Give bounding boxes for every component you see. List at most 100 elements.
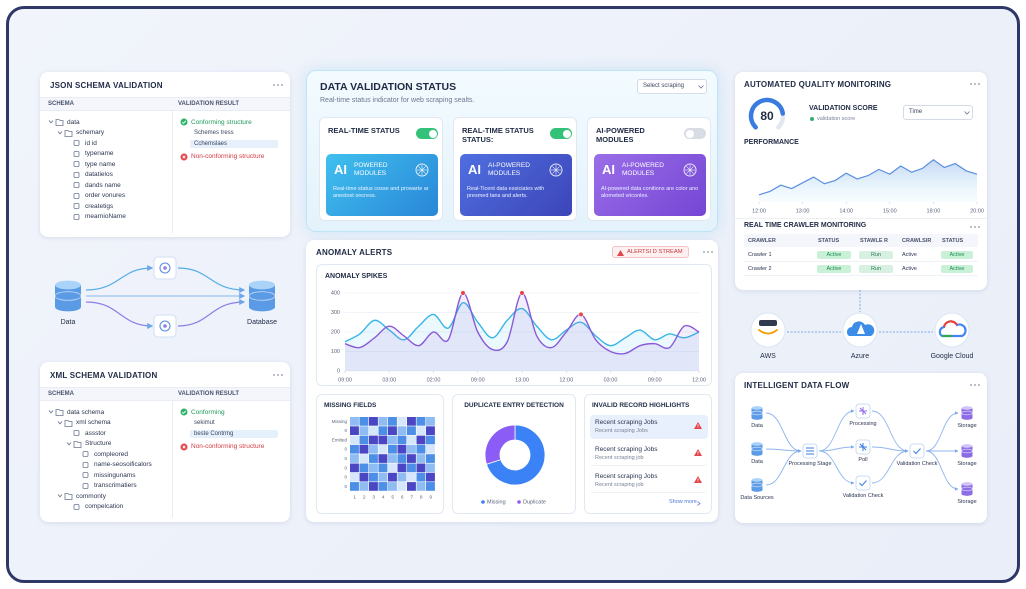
cylinder-top: [751, 406, 763, 410]
cylinder-body: [249, 285, 275, 307]
icon-ring: [683, 163, 697, 177]
menu-button[interactable]: [969, 383, 981, 387]
warning-icon: [694, 449, 702, 456]
tree-icon: [73, 503, 80, 510]
column-label: 2: [363, 495, 366, 501]
menu-button[interactable]: [969, 225, 981, 229]
card-title: REAL-TIME STATUS: [328, 126, 400, 135]
heatmap-cell: [397, 417, 407, 426]
heatmap-cell: [350, 482, 359, 491]
column-label: 4: [382, 495, 385, 501]
menu-button[interactable]: [272, 83, 284, 87]
status-pill: Active: [941, 265, 973, 273]
row-label: 0: [344, 465, 347, 470]
storage-node-icon: [961, 444, 973, 458]
card-title: AI-POWERED MODULES: [596, 126, 645, 145]
flow-edge: [871, 410, 909, 453]
menu-dot: [273, 84, 275, 86]
icon-circle: [180, 118, 188, 126]
result-item: sekimut: [194, 419, 215, 426]
tree-row: missingunams: [75, 470, 136, 480]
select-dropdown[interactable]: Select scraping: [637, 79, 707, 94]
tree-label: missingunams: [94, 471, 136, 479]
heatmap-cell: [416, 463, 426, 473]
warning-icon: [694, 422, 702, 429]
module-description: Real-time status cosse and prowarte ar a…: [333, 186, 429, 200]
cylinder-bottom: [961, 416, 973, 420]
record-item[interactable]: Recent scraping Jobs Recent scraping Jobs: [590, 415, 708, 439]
tree-row: createtigs: [66, 201, 113, 211]
result-row: Conforming: [180, 407, 225, 417]
heatmap-cell: [407, 463, 416, 473]
tree-row: compleored: [75, 449, 128, 459]
heatmap-cell: [416, 435, 426, 445]
performance-area: [759, 159, 977, 202]
x-tick-label: 02:00: [427, 377, 441, 383]
module-icon: [549, 163, 563, 177]
heatmap-cell: [359, 472, 369, 482]
menu-button[interactable]: [969, 82, 981, 86]
result-label: Conforming: [191, 408, 225, 416]
result-row: Conforming structure: [180, 117, 252, 127]
caret: [57, 494, 63, 498]
flow-node-label: Validation Check: [896, 461, 938, 467]
panel-title: ANOMALY ALERTS: [316, 248, 393, 257]
heatmap-cell: [388, 435, 397, 445]
anomaly-panel: ANOMALY ALERTS ALERTSI D STREAM ANOMALY SP…: [306, 240, 718, 522]
icon-ring: [415, 163, 429, 177]
x-tick-label: 12:00: [752, 208, 766, 214]
cylinder-body: [961, 446, 973, 456]
duplicates-card: DUPLICATE ENTRY DETECTION Missing Duplicat…: [452, 394, 576, 514]
heatmap-cell: [378, 426, 388, 435]
select-dropdown[interactable]: Time: [903, 105, 973, 120]
toggle-switch[interactable]: [550, 128, 572, 139]
tree-label: name-seosoificalors: [94, 461, 152, 468]
menu-button[interactable]: [272, 373, 284, 377]
leaf: [82, 472, 89, 478]
ok-icon: [180, 408, 188, 416]
x-tick-label: 09:00: [471, 377, 485, 383]
column-header: SCHEMA: [48, 101, 75, 107]
y-tick-label: 0: [337, 368, 340, 374]
cylinder-top: [961, 444, 973, 448]
tree-icon: [73, 430, 80, 436]
heatmap-cell: [359, 417, 369, 426]
status-card: REAL-TIME STATUS AI POWERED MODULES Real-ti…: [319, 117, 443, 221]
json-schema-panel: JSON SCHEMA VALIDATION SCHEMA VALIDATION R…: [40, 72, 290, 237]
cloud-badge: [934, 312, 970, 348]
chevron-path: [697, 500, 701, 506]
caret: [57, 420, 63, 424]
menu-button[interactable]: [702, 250, 714, 254]
heatmap-cell: [397, 426, 407, 435]
toggle-switch[interactable]: [684, 128, 706, 139]
score-label: VALIDATION SCORE: [809, 105, 878, 112]
tree-icon: [57, 419, 73, 427]
toggle-switch[interactable]: [416, 128, 438, 139]
caret: [698, 85, 704, 89]
heatmap-cell: [388, 444, 397, 454]
tree-row: type name: [66, 159, 115, 169]
record-item[interactable]: Recent scraping Jobs Recent scraping job: [590, 469, 708, 493]
tree-label: data: [67, 118, 80, 126]
tree-label: id id: [85, 139, 97, 147]
icon-glyph: [685, 165, 695, 175]
heatmap-cell: [426, 426, 435, 435]
flow-connector: [85, 301, 154, 329]
status-pill: Run: [859, 251, 893, 259]
heatmap-cell: [378, 472, 388, 482]
record-item[interactable]: Recent scraping Jobs Recent scraping job: [590, 442, 708, 466]
result-label: Non-conforming structure: [191, 443, 265, 450]
tree-icon: [57, 129, 73, 137]
flow-connector: [85, 265, 154, 291]
cylinder-body: [751, 480, 763, 490]
data-icon: [54, 280, 82, 312]
table-header: CRAWLER STATUS STAWLE R CRAWLSIR STATUS: [744, 234, 978, 247]
heatmap-cell: [407, 472, 416, 482]
heatmap-cell: [378, 454, 388, 463]
show-more-link[interactable]: Show more: [669, 499, 701, 506]
flow-node-label: Storage: [957, 461, 977, 467]
heatmap-cell: [369, 444, 378, 454]
triangle: [617, 249, 624, 256]
record-subtitle: Recent scraping Jobs: [595, 428, 648, 434]
cylinder-top: [961, 482, 973, 486]
